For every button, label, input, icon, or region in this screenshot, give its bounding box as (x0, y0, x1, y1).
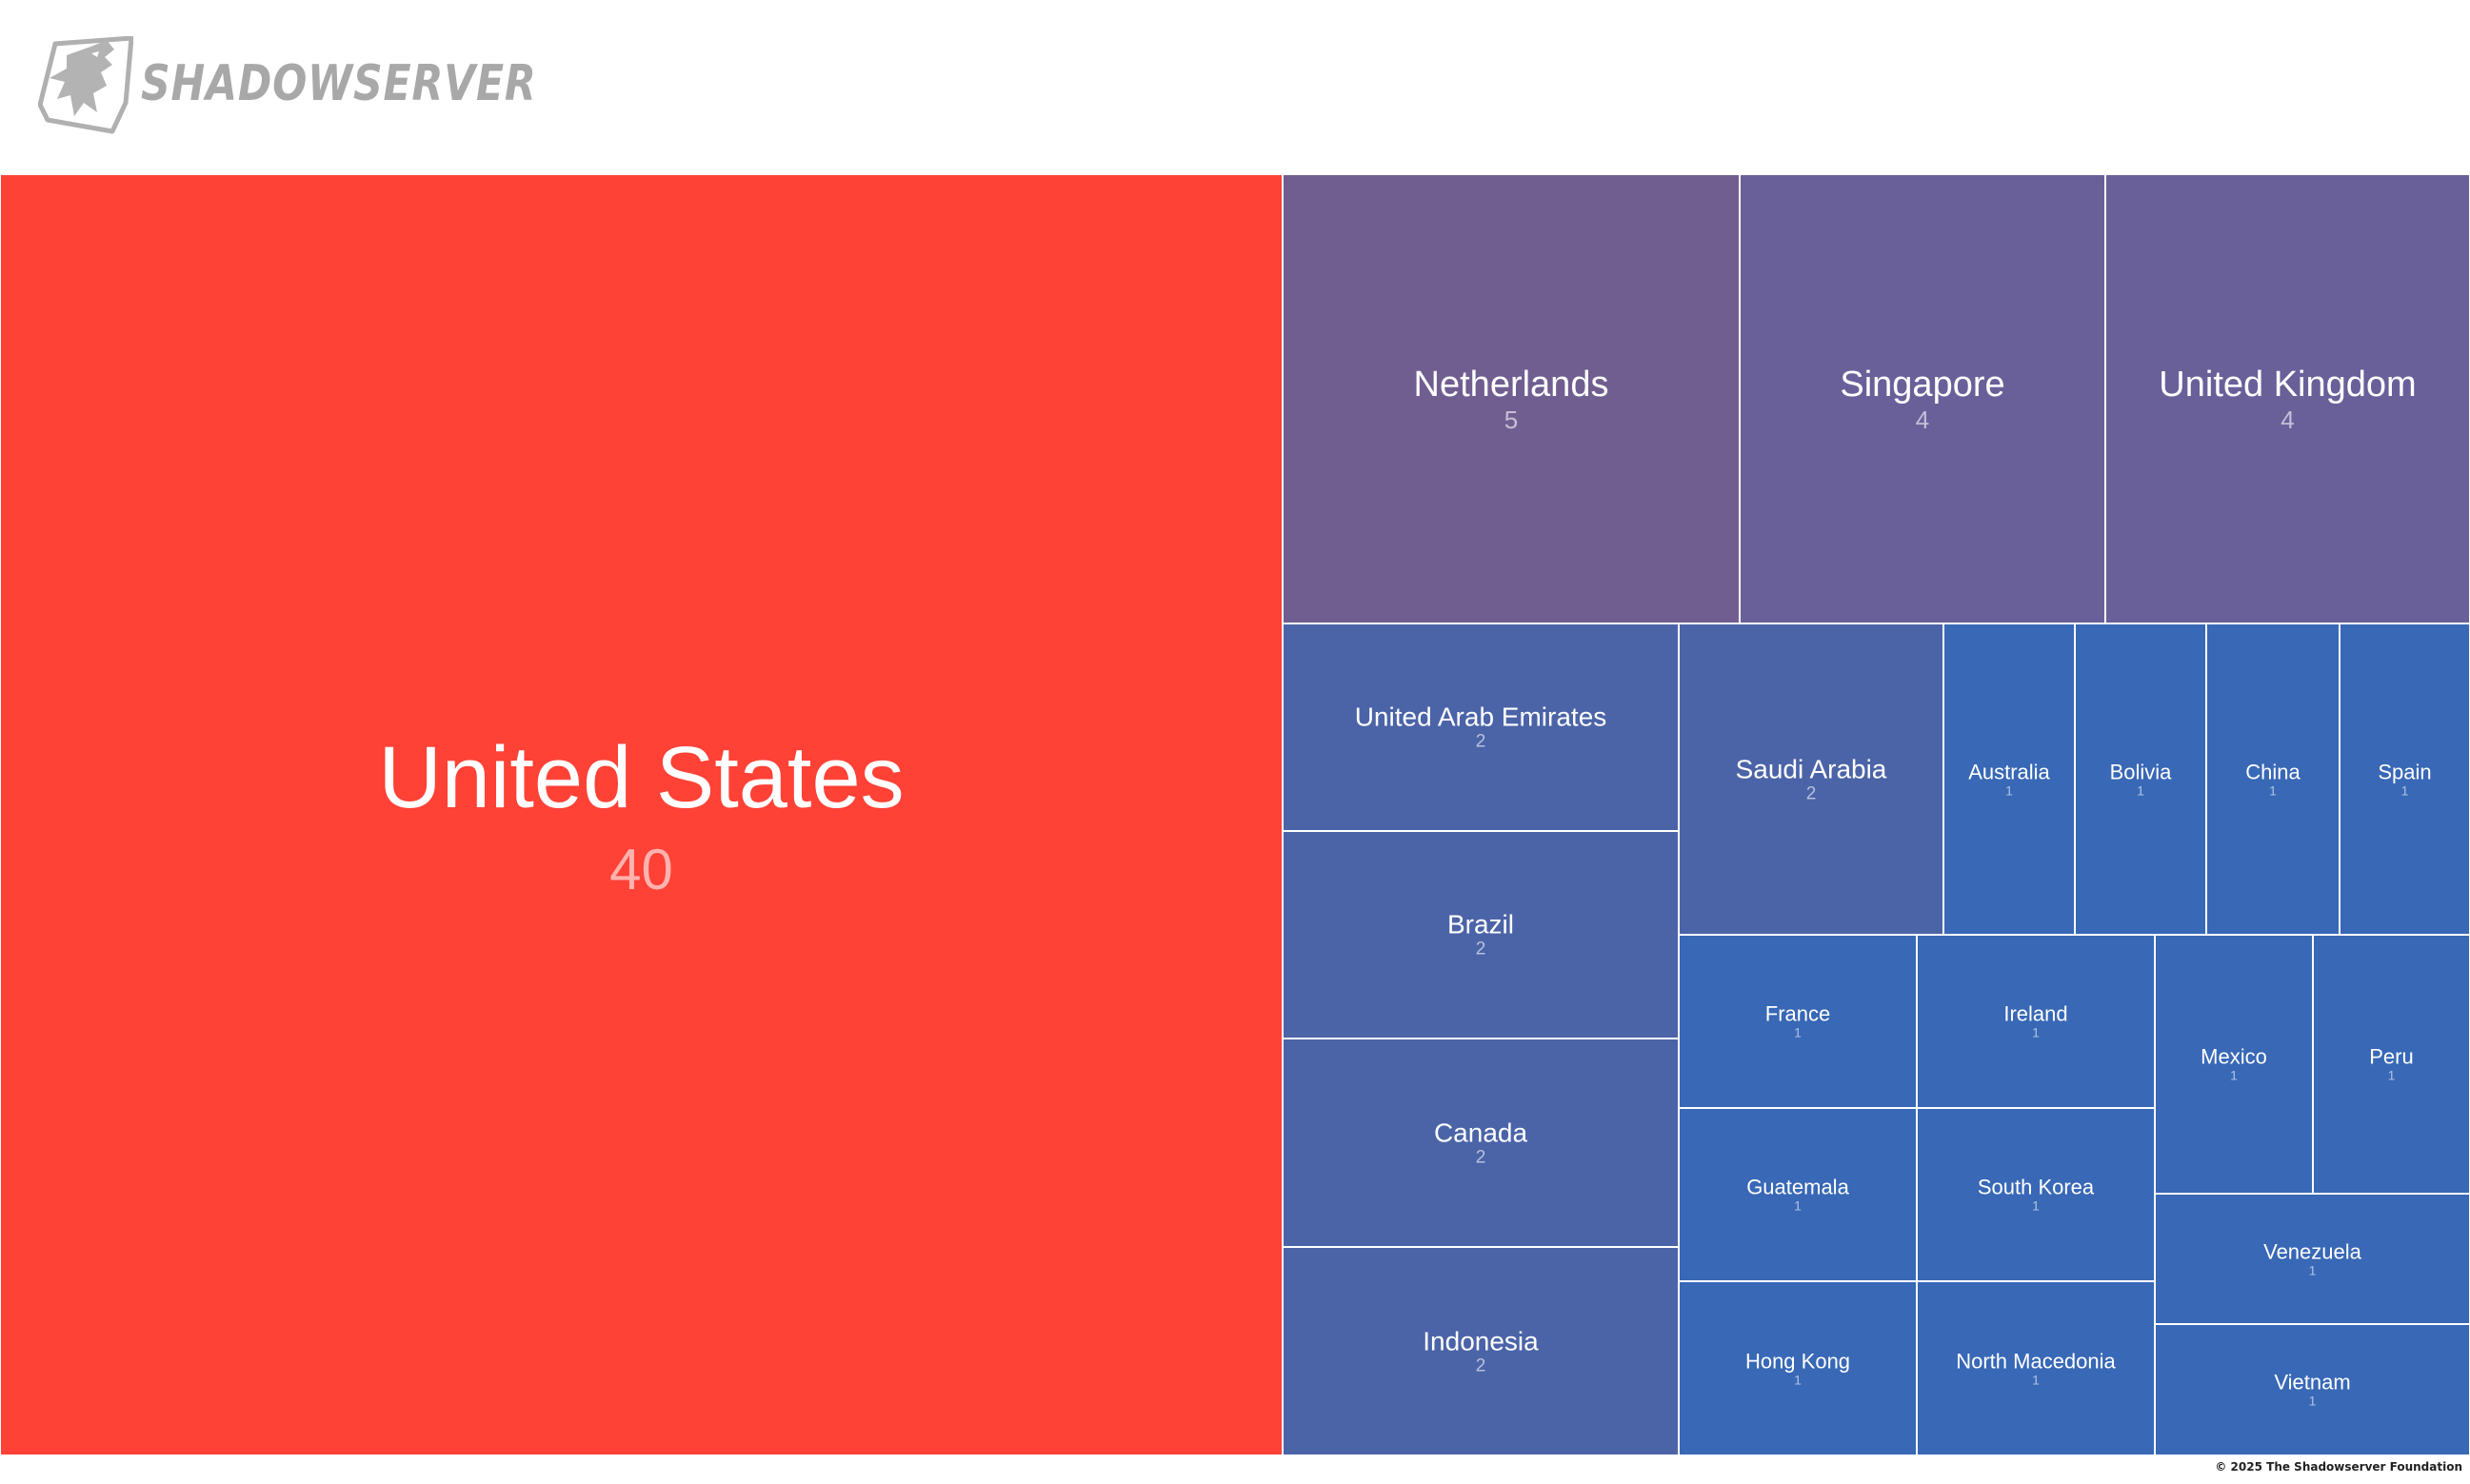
treemap-tile-content: United Kingdom 4 (2106, 365, 2469, 433)
treemap-tile-content: United Arab Emirates 2 (1284, 702, 1678, 752)
treemap-tile-value: 2 (1475, 939, 1486, 960)
treemap-tile-label: Bolivia (2109, 760, 2172, 784)
treemap-tile-content: Netherlands 5 (1284, 365, 1739, 433)
treemap-tile-value: 1 (2308, 1393, 2317, 1409)
treemap-tile-label: Saudi Arabia (1735, 753, 1887, 783)
treemap-tile-value: 2 (1475, 731, 1486, 752)
treemap-tile-value: 1 (2137, 782, 2144, 799)
treemap-tile-france[interactable]: France 1 (1679, 935, 1917, 1108)
treemap-tile-value: 4 (1915, 405, 1930, 434)
treemap-tile-value: 1 (2308, 1262, 2317, 1278)
treemap-tile-value: 4 (2281, 405, 2295, 434)
shadowserver-wolf-logo-icon (37, 35, 134, 134)
treemap-tile-content: Saudi Arabia 2 (1680, 754, 1942, 804)
shadowserver-logo[interactable]: SHADOWSERVER (37, 35, 536, 141)
treemap-tile-label: Guatemala (1746, 1175, 1849, 1199)
treemap-tile-content: Ireland 1 (1918, 1002, 2154, 1041)
treemap-tile-south-korea[interactable]: South Korea 1 (1917, 1108, 2155, 1281)
treemap-tile-value: 1 (1794, 1372, 1802, 1388)
treemap-tile-china[interactable]: China 1 (2206, 623, 2340, 935)
treemap-tile-saudi-arabia[interactable]: Saudi Arabia 2 (1679, 623, 1943, 935)
treemap-tile-label: Brazil (1446, 909, 1514, 940)
treemap-tile-value: 1 (2400, 782, 2409, 799)
treemap-tile-label: North Macedonia (1956, 1349, 2116, 1374)
treemap-tile-label: Australia (1968, 760, 2050, 784)
treemap-tile-label: Venezuela (2263, 1239, 2361, 1264)
treemap-tile-content: North Macedonia 1 (1918, 1349, 2154, 1388)
treemap-tile-guatemala[interactable]: Guatemala 1 (1679, 1108, 1917, 1281)
treemap-tile-content: Vietnam 1 (2156, 1371, 2469, 1410)
treemap-chart: United States 40 Netherlands 5 Singapore 4 Uni… (0, 174, 2470, 1455)
treemap-tile-label: Canada (1433, 1117, 1528, 1147)
treemap-tile-canada[interactable]: Canada 2 (1283, 1039, 1679, 1247)
treemap-tile-venezuela[interactable]: Venezuela 1 (2155, 1194, 2470, 1324)
treemap-tile-content: Peru 1 (2314, 1045, 2469, 1084)
treemap-tile-label: South Korea (1977, 1175, 2095, 1199)
treemap-tile-content: Bolivia 1 (2076, 760, 2205, 799)
treemap-tile-label: United Kingdom (2159, 364, 2417, 405)
treemap-tile-value: 5 (1504, 405, 1519, 434)
treemap-tile-label: Peru (2369, 1044, 2414, 1069)
treemap-tile-value: 2 (1475, 1355, 1486, 1376)
treemap-tile-value: 1 (2230, 1067, 2238, 1083)
treemap-tile-united-states[interactable]: United States 40 (0, 174, 1283, 1455)
treemap-tile-content: Brazil 2 (1284, 909, 1678, 960)
treemap-tile-label: Vietnam (2274, 1370, 2351, 1395)
treemap-tile-brazil[interactable]: Brazil 2 (1283, 831, 1679, 1039)
treemap-tile-content: United States 40 (1, 728, 1282, 901)
treemap-tile-value: 1 (2032, 1024, 2040, 1040)
treemap-tile-label: United States (378, 729, 905, 827)
treemap-tile-label: China (2245, 760, 2301, 784)
treemap-tile-label: Netherlands (1413, 364, 1609, 405)
treemap-tile-label: France (1764, 1001, 1831, 1026)
treemap-tile-north-macedonia[interactable]: North Macedonia 1 (1917, 1281, 2155, 1455)
treemap-tile-content: Venezuela 1 (2156, 1239, 2469, 1278)
treemap-tile-label: Ireland (2003, 1001, 2068, 1026)
treemap-tile-label: Mexico (2201, 1044, 2267, 1069)
treemap-tile-content: Singapore 4 (1741, 365, 2104, 433)
treemap-tile-value: 40 (609, 837, 673, 901)
treemap-tile-content: China 1 (2207, 760, 2339, 799)
treemap-tile-label: Spain (2378, 760, 2432, 784)
treemap-tile-singapore[interactable]: Singapore 4 (1740, 174, 2105, 623)
treemap-tile-vietnam[interactable]: Vietnam 1 (2155, 1324, 2470, 1455)
treemap-tile-value: 1 (2269, 782, 2277, 799)
treemap-tile-content: Hong Kong 1 (1680, 1349, 1916, 1388)
treemap-tile-content: South Korea 1 (1918, 1176, 2154, 1215)
treemap-tile-content: Indonesia 2 (1284, 1326, 1678, 1376)
treemap-tile-value: 2 (1805, 783, 1817, 804)
treemap-tile-content: Mexico 1 (2156, 1045, 2312, 1084)
treemap-tile-hong-kong[interactable]: Hong Kong 1 (1679, 1281, 1917, 1455)
copyright-notice: © 2025 The Shadowserver Foundation (2215, 1460, 2462, 1474)
treemap-tile-content: France 1 (1680, 1002, 1916, 1041)
treemap-tile-value: 1 (2005, 782, 2013, 799)
treemap-tile-label: Hong Kong (1744, 1349, 1851, 1374)
treemap-tile-bolivia[interactable]: Bolivia 1 (2075, 623, 2206, 935)
treemap-tile-content: Spain 1 (2341, 760, 2469, 799)
treemap-tile-label: Indonesia (1423, 1325, 1539, 1355)
treemap-tile-value: 1 (2032, 1197, 2040, 1214)
treemap-tile-ireland[interactable]: Ireland 1 (1917, 935, 2155, 1108)
logo-wordmark: SHADOWSERVER (141, 55, 537, 112)
treemap-tile-value: 1 (1794, 1024, 1802, 1040)
treemap-tile-netherlands[interactable]: Netherlands 5 (1283, 174, 1740, 623)
header: SHADOWSERVER (0, 0, 2470, 174)
treemap-tile-content: Canada 2 (1284, 1118, 1678, 1168)
treemap-tile-indonesia[interactable]: Indonesia 2 (1283, 1247, 1679, 1455)
treemap-tile-value: 2 (1475, 1147, 1486, 1168)
treemap-tile-content: Australia 1 (1944, 760, 2074, 799)
treemap-tile-mexico[interactable]: Mexico 1 (2155, 935, 2313, 1194)
treemap-tile-australia[interactable]: Australia 1 (1943, 623, 2075, 935)
treemap-tile-value: 1 (2032, 1372, 2040, 1388)
treemap-tile-value: 1 (1794, 1197, 1802, 1214)
treemap-tile-peru[interactable]: Peru 1 (2313, 935, 2470, 1194)
treemap-tile-label: Singapore (1840, 364, 2005, 405)
treemap-tile-value: 1 (2387, 1067, 2396, 1083)
treemap-tile-label: United Arab Emirates (1354, 702, 1607, 732)
treemap-tile-united-kingdom[interactable]: United Kingdom 4 (2105, 174, 2470, 623)
treemap-tile-spain[interactable]: Spain 1 (2340, 623, 2470, 935)
treemap-tile-united-arab-emirates[interactable]: United Arab Emirates 2 (1283, 623, 1679, 831)
treemap-tile-content: Guatemala 1 (1680, 1176, 1916, 1215)
